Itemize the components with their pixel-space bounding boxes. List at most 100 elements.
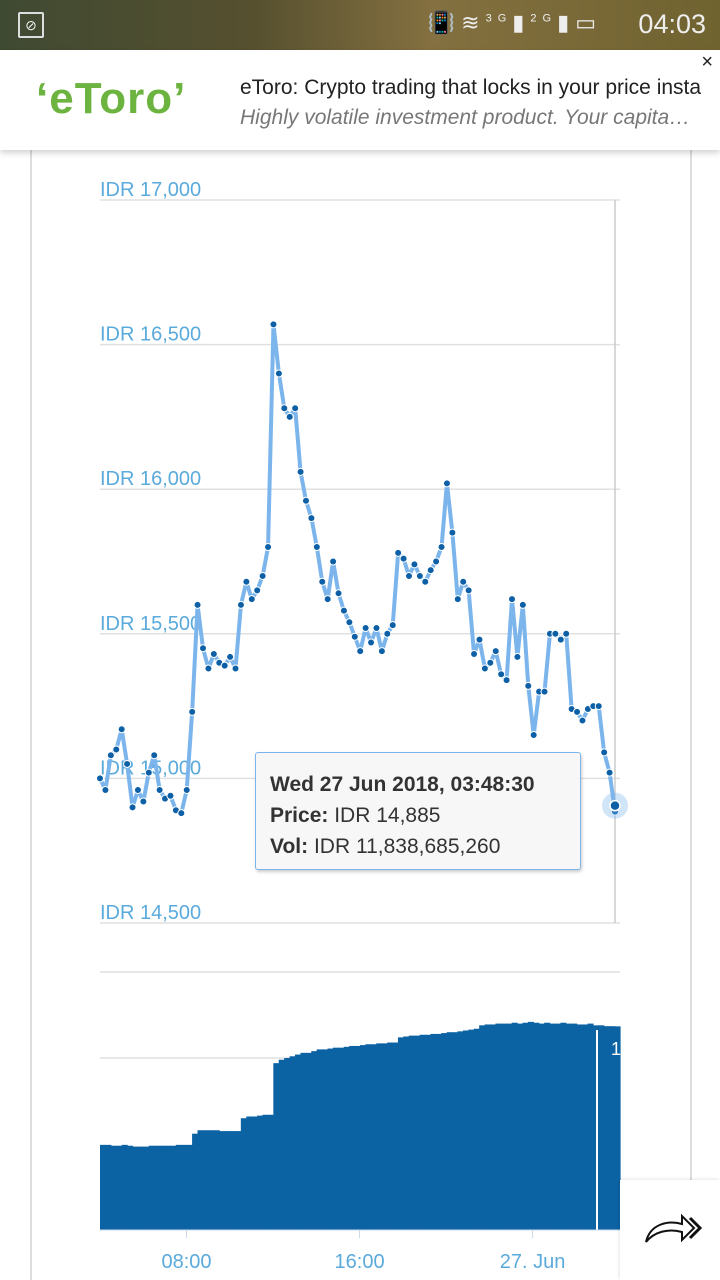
y-tick-label: IDR 16,500 xyxy=(100,324,201,346)
price-point xyxy=(139,797,148,806)
price-point xyxy=(394,548,403,557)
volume-bar xyxy=(273,1063,280,1230)
volume-bar xyxy=(360,1045,367,1230)
volume-bar xyxy=(219,1131,226,1230)
price-point xyxy=(432,557,441,566)
image-notification-icon: ⊘ xyxy=(18,12,44,38)
volume-bar xyxy=(506,1023,513,1230)
price-point xyxy=(415,571,424,580)
volume-bar xyxy=(609,1026,616,1230)
volume-bar xyxy=(381,1043,388,1230)
x-tick-label: 08:00 xyxy=(161,1251,211,1273)
hover-point xyxy=(609,799,621,812)
volume-bar xyxy=(392,1042,399,1230)
price-point xyxy=(204,664,213,673)
price-point xyxy=(220,661,229,670)
price-point xyxy=(182,785,191,794)
price-point xyxy=(491,647,500,656)
volume-bar xyxy=(462,1030,469,1230)
price-point xyxy=(334,589,343,598)
volume-bar xyxy=(397,1037,404,1230)
price-point xyxy=(388,621,397,630)
volume-bar xyxy=(257,1115,264,1230)
tooltip-date: Wed 27 Jun 2018, 03:48:30 xyxy=(270,773,535,796)
volume-bar xyxy=(549,1023,556,1230)
price-point xyxy=(193,600,202,609)
volume-bar xyxy=(592,1025,599,1230)
price-point xyxy=(356,647,365,656)
volume-bar xyxy=(419,1034,426,1230)
volume-bar xyxy=(251,1116,258,1230)
volume-bar xyxy=(327,1048,334,1230)
price-point xyxy=(367,638,376,647)
volume-bar xyxy=(132,1146,139,1230)
volume-bar xyxy=(332,1047,339,1230)
tooltip-price-value: IDR 14,885 xyxy=(334,804,441,827)
price-point xyxy=(410,560,419,569)
volume-bar xyxy=(121,1144,128,1230)
price-point xyxy=(112,745,121,754)
price-point xyxy=(236,600,245,609)
price-point xyxy=(562,629,571,638)
price-point xyxy=(106,751,115,760)
price-point xyxy=(578,716,587,725)
price-point xyxy=(177,809,186,818)
price-point xyxy=(274,369,283,378)
price-point xyxy=(475,635,484,644)
volume-bar xyxy=(230,1131,237,1230)
price-point xyxy=(524,681,533,690)
price-point xyxy=(540,687,549,696)
ad-close-button[interactable]: × xyxy=(698,51,716,73)
volume-bar xyxy=(387,1042,394,1230)
volume-bar xyxy=(473,1028,480,1230)
volume-bar xyxy=(414,1035,421,1230)
ad-banner[interactable]: ʻeToroʼ eToro: Crypto trading that locks… xyxy=(0,50,720,150)
price-point xyxy=(448,528,457,537)
volume-bar xyxy=(154,1145,161,1230)
price-point xyxy=(350,632,359,641)
volume-bar xyxy=(338,1047,345,1230)
volume-bar xyxy=(603,1026,610,1230)
signal-icon-2: ▮ xyxy=(557,10,576,35)
price-point xyxy=(486,658,495,667)
x-tick-label: 16:00 xyxy=(335,1251,385,1273)
price-point xyxy=(529,731,538,740)
volume-bar xyxy=(441,1033,448,1230)
share-icon xyxy=(645,1213,703,1243)
volume-bar xyxy=(267,1114,274,1230)
price-point xyxy=(399,554,408,563)
volume-bar xyxy=(614,1026,621,1230)
price-point xyxy=(480,664,489,673)
price-point xyxy=(421,577,430,586)
volume-bar xyxy=(527,1021,534,1230)
price-point xyxy=(144,768,153,777)
volume-bar xyxy=(560,1022,567,1230)
price-point xyxy=(133,785,142,794)
price-point xyxy=(453,595,462,604)
wifi-icon: ≋ xyxy=(461,10,486,35)
volume-bar xyxy=(105,1144,112,1230)
volume-bar xyxy=(224,1131,231,1230)
network-type-2: 2G xyxy=(530,12,558,25)
price-point xyxy=(518,600,527,609)
chart-frame xyxy=(30,150,692,1280)
share-button[interactable] xyxy=(620,1180,720,1280)
y-tick-label: IDR 16,000 xyxy=(100,468,201,490)
volume-bar xyxy=(446,1032,453,1230)
volume-bar xyxy=(365,1044,372,1230)
volume-bar xyxy=(533,1022,540,1230)
price-point xyxy=(502,676,511,685)
volume-bar xyxy=(425,1034,432,1230)
price-point xyxy=(605,768,614,777)
price-point xyxy=(323,595,332,604)
volume-bar xyxy=(322,1049,329,1230)
volume-bar xyxy=(100,1144,107,1230)
volume-bar xyxy=(571,1023,578,1230)
x-tick-label: 27. Jun xyxy=(500,1251,566,1273)
signal-icon: ▮ xyxy=(512,10,531,35)
volume-bar xyxy=(343,1046,350,1230)
volume-bar xyxy=(517,1023,524,1230)
volume-bar xyxy=(376,1043,383,1230)
price-point xyxy=(226,652,235,661)
